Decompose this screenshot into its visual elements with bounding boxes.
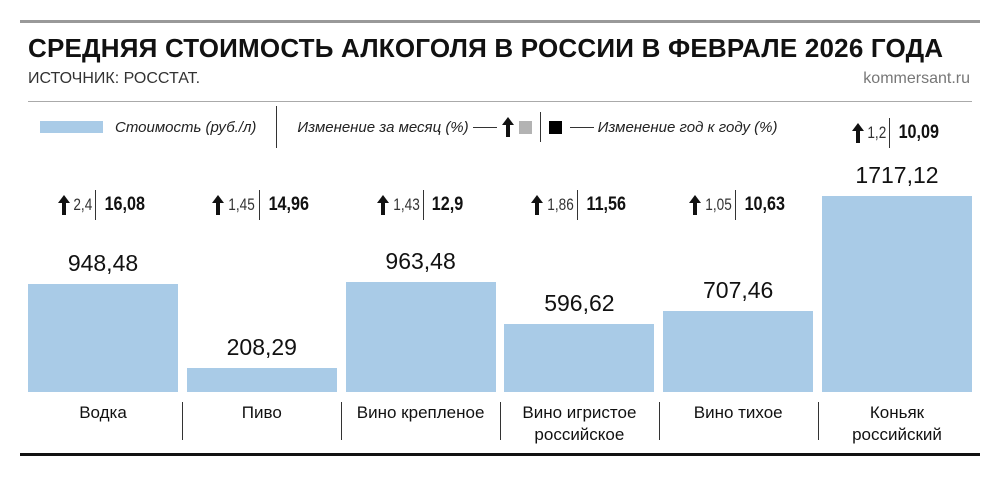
chart-subtitle: ИСТОЧНИК: РОССТАТ.: [28, 70, 201, 87]
yearly-change: 10,63: [744, 194, 785, 215]
value-label: 596,62: [544, 289, 615, 316]
change-group: 1,45 14,96: [187, 190, 337, 220]
yearly-change: 14,96: [268, 194, 309, 215]
category-label: Вино крепленое: [356, 403, 485, 422]
bar: [663, 311, 814, 392]
top-rule: [20, 20, 980, 23]
legend-dash: [569, 126, 594, 128]
arrow-icon: [501, 117, 514, 137]
category-label: Пиво: [241, 403, 282, 422]
legend-swatch: [548, 120, 562, 134]
yearly-change: 10,09: [898, 122, 940, 143]
bar: [345, 282, 496, 392]
legend-separator: [539, 112, 541, 142]
divider: [28, 101, 972, 102]
category-separator: [817, 402, 819, 440]
legend-label: Изменение за месяц (%): [297, 118, 469, 136]
change-group: 1,43 12,9: [346, 190, 496, 220]
arrow-icon: [688, 195, 701, 215]
category-separator: [341, 402, 343, 440]
category-separator: [500, 402, 501, 440]
change-group: 1,05 10,63: [663, 190, 813, 220]
arrow-icon: [212, 195, 225, 215]
arrow-icon: [530, 195, 543, 215]
category-label: Вино тихое: [693, 403, 783, 422]
legend-swatch: [518, 120, 532, 134]
category-separator: [658, 402, 660, 440]
change-separator: [258, 190, 260, 220]
bar: [186, 368, 337, 392]
chart-title: СРЕДНЯЯ СТОИМОСТЬ АЛКОГОЛЯ В РОССИИ В ФЕ…: [28, 33, 944, 63]
source: kommersant.ru: [863, 70, 970, 87]
value-label: 948,48: [67, 249, 139, 276]
change-separator: [734, 190, 736, 220]
change-group: 2,4 16,08: [28, 190, 178, 220]
change-group: 1,86 11,56: [504, 190, 654, 220]
arrow-icon: [376, 195, 389, 215]
value-label: 1717,12: [855, 162, 939, 188]
legend-label: Стоимость (руб./л): [115, 118, 257, 136]
legend-swatch: [40, 121, 103, 133]
change-separator: [576, 190, 578, 220]
yearly-change: 11,56: [586, 194, 626, 215]
legend-dash: [472, 126, 497, 128]
change-group: 1,2 10,09: [822, 118, 972, 148]
category-label: Коньяк российский: [852, 403, 942, 444]
value-label: 963,48: [385, 248, 456, 275]
category-separator: [182, 402, 184, 440]
category-label: Водка: [79, 403, 127, 422]
monthly-change: 1,05: [705, 195, 732, 214]
monthly-change: 1,86: [546, 195, 574, 214]
yearly-change: 12,9: [431, 194, 463, 215]
yearly-change: 16,08: [104, 194, 146, 215]
bar: [504, 323, 655, 392]
bar: [822, 196, 972, 392]
arrow-icon: [852, 123, 865, 143]
legend: Стоимость (руб./л) Изменение за месяц (%…: [40, 106, 778, 148]
value-label: 707,46: [703, 277, 774, 304]
bottom-rule: [20, 453, 980, 456]
category-label: Вино игристое российское: [522, 403, 637, 444]
monthly-change: 1,2: [867, 123, 887, 142]
bar: [28, 283, 178, 392]
monthly-change: 1,43: [392, 195, 420, 214]
change-separator: [889, 118, 891, 148]
monthly-change: 1,45: [228, 195, 256, 214]
change-separator: [95, 190, 97, 220]
legend-label: Изменение год к году (%): [597, 118, 778, 136]
value-label: 208,29: [226, 334, 297, 361]
arrow-icon: [58, 195, 71, 215]
legend-separator: [276, 106, 278, 148]
change-separator: [422, 190, 424, 220]
monthly-change: 2,4: [73, 195, 93, 214]
